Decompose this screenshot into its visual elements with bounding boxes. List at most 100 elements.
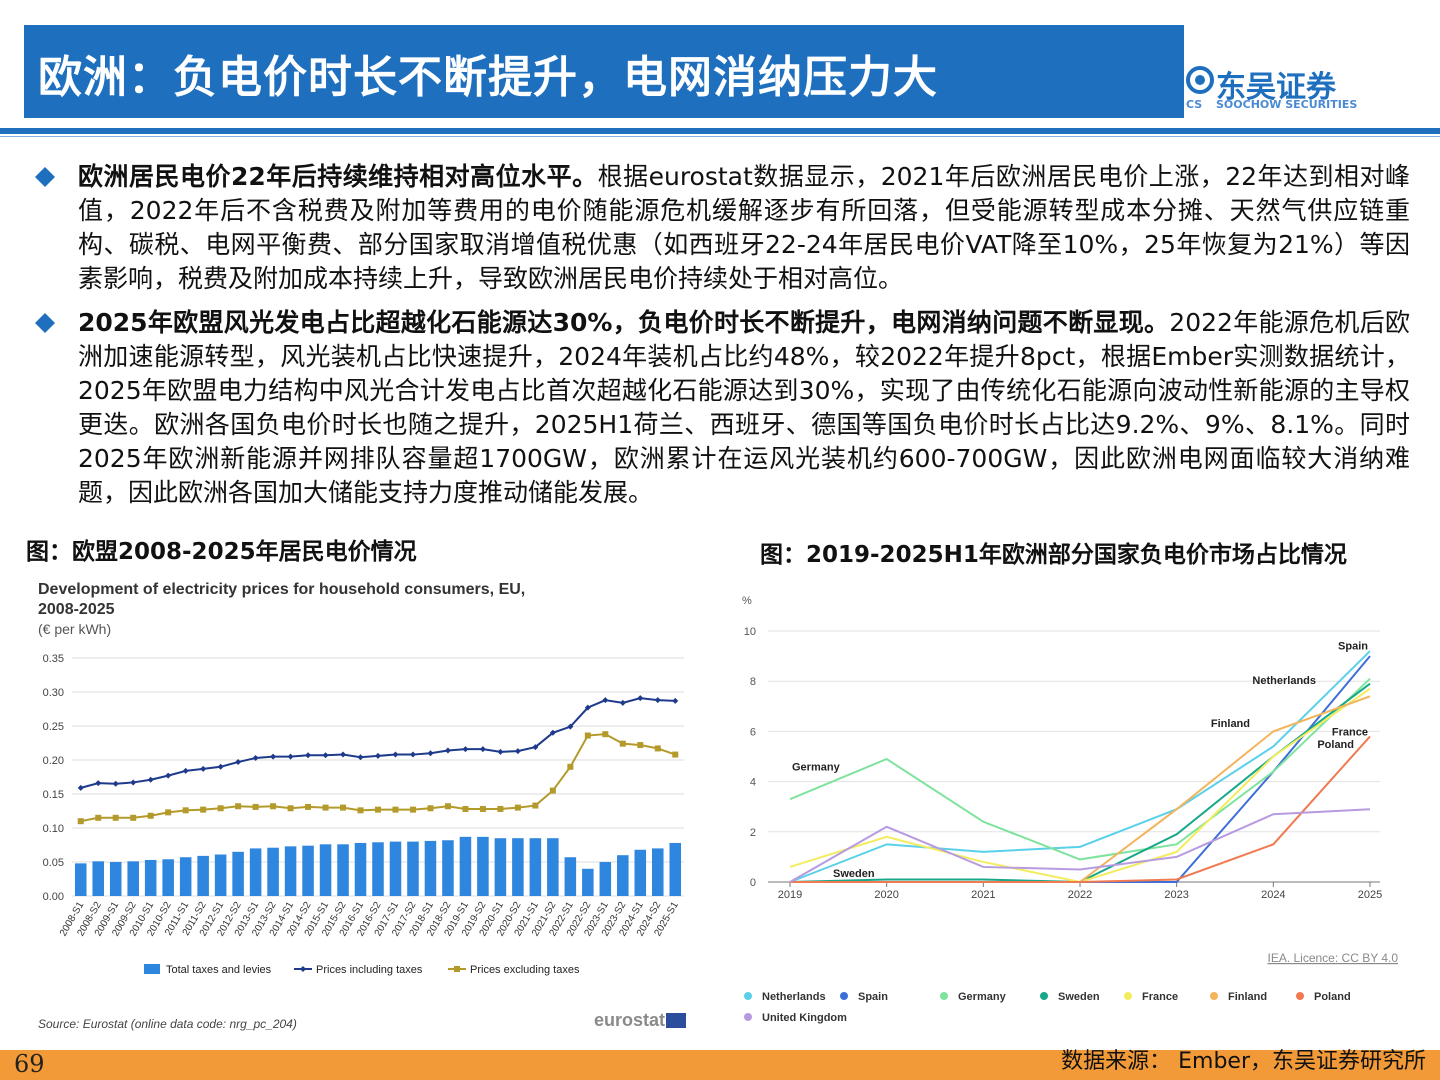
chart-left-grid: 0.00 0.05 0.10 0.15 0.20 0.25 0.30 0.35 [43, 653, 684, 903]
bar-taxes [547, 838, 559, 896]
bar-taxes [494, 838, 507, 896]
point-excl-taxes [375, 806, 381, 813]
bar-taxes [599, 862, 612, 896]
legend-label: Netherlands [762, 991, 826, 1003]
bar-taxes [669, 842, 682, 896]
legend-marker [300, 966, 306, 972]
point-excl-taxes [305, 803, 312, 810]
bullet-2-body: 2025年欧盟风光发电占比超越化石能源达30%，负电价时长不断提升，电网消纳问题… [78, 306, 1410, 510]
point-excl-taxes [77, 818, 84, 825]
chart-left-title-1: Development of electricity prices for ho… [38, 581, 525, 598]
y-tick-label: 4 [750, 777, 756, 789]
x-tick-label: 2025 [1358, 889, 1382, 901]
point-incl-taxes [584, 704, 591, 711]
legend-label: Poland [1314, 991, 1351, 1003]
bar-taxes [267, 847, 279, 896]
y-tick-label: 0.20 [43, 755, 64, 767]
chart-left-title-2: 2008-2025 [38, 601, 115, 618]
series-line-netherlands [789, 650, 1371, 883]
point-incl-taxes [392, 751, 399, 758]
logo-en-text: SOOCHOW SECURITIES [1216, 98, 1358, 111]
legend-swatch [840, 992, 848, 1000]
point-excl-taxes [427, 805, 434, 812]
point-incl-taxes [165, 772, 172, 779]
point-excl-taxes [602, 731, 609, 738]
eurostat-brand: eurostat [594, 1010, 665, 1030]
point-incl-taxes [479, 746, 486, 753]
point-incl-taxes [619, 699, 626, 706]
y-tick-label: 0.00 [43, 891, 64, 903]
page-title: 欧洲：负电价时长不断提升，电网消纳压力大 [38, 52, 938, 103]
legend-swatch [744, 1013, 752, 1021]
chart-right-line-labels: Netherlands Spain Germany Sweden France Finla… [792, 641, 1368, 881]
y-tick-label: 2 [750, 827, 756, 839]
point-excl-taxes [392, 806, 399, 813]
point-incl-taxes [427, 750, 434, 757]
point-incl-taxes [514, 748, 521, 755]
series-line-poland [790, 735, 1371, 883]
line-label-sweden: Sweden [833, 868, 875, 880]
point-excl-taxes [444, 803, 451, 810]
eu-flag-icon [666, 1013, 686, 1028]
bar-taxes [127, 861, 139, 896]
diamond-bullet-icon [35, 313, 55, 333]
point-incl-taxes [77, 784, 84, 791]
eurostat-price-chart: Development of electricity prices for ho… [24, 570, 700, 1040]
line-label-spain: Spain [1338, 641, 1368, 653]
bar-taxes [582, 868, 594, 896]
bar-taxes [92, 861, 104, 896]
chart-left-legend: Total taxes and levies Prices including t… [144, 964, 580, 976]
legend-swatch [940, 992, 948, 1000]
header-divider [0, 128, 1440, 134]
legend-swatch [1210, 992, 1218, 1000]
legend-swatch [1296, 992, 1304, 1000]
x-tick-label: 2021 [971, 889, 995, 901]
point-excl-taxes [672, 751, 679, 758]
y-tick-label: 8 [750, 676, 756, 688]
point-incl-taxes [672, 697, 679, 704]
point-incl-taxes [182, 767, 189, 774]
legend-label: Sweden [1058, 991, 1100, 1003]
line-label-finland: Finland [1211, 718, 1250, 730]
point-excl-taxes [567, 763, 574, 770]
point-incl-taxes [147, 776, 154, 783]
legend-swatch [1124, 992, 1132, 1000]
point-excl-taxes [357, 807, 364, 814]
bar-taxes [144, 859, 157, 896]
bar-taxes [407, 841, 419, 896]
point-excl-taxes [200, 806, 207, 813]
y-tick-label: 0.15 [43, 789, 64, 801]
line-label-netherlands: Netherlands [1252, 675, 1316, 687]
y-tick-label: 10 [744, 626, 756, 638]
point-incl-taxes [235, 759, 242, 766]
point-incl-taxes [340, 751, 347, 758]
company-logo: 东吴证券 CS SOOCHOW SECURITIES [1186, 62, 1426, 118]
point-excl-taxes [235, 803, 242, 810]
point-excl-taxes [619, 740, 626, 747]
legend-label: Prices including taxes [316, 964, 423, 976]
caption-left: 图：欧盟2008-2025年居民电价情况 [26, 539, 417, 565]
point-incl-taxes [200, 765, 207, 772]
legend-label: Prices excluding taxes [470, 964, 580, 976]
negative-price-share-chart: % 0 2 4 6 8 10 2019 2020 2021 2022 2023 2024 2025 Ne… [730, 585, 1420, 1035]
legend-marker [454, 966, 460, 972]
y-tick-label: 0 [750, 877, 756, 889]
bar-taxes [372, 842, 384, 896]
bar-taxes [617, 855, 629, 896]
title-banner: 欧洲：负电价时长不断提升，电网消纳压力大 [24, 25, 1184, 118]
bar-taxes [284, 846, 297, 896]
point-excl-taxes [95, 814, 102, 821]
y-tick-label: 0.30 [43, 687, 64, 699]
caption-right: 图：2019-2025H1年欧洲部分国家负电价市场占比情况 [760, 542, 1347, 568]
point-excl-taxes [409, 806, 416, 813]
y-tick-label: 0.25 [43, 721, 64, 733]
bar-taxes [232, 851, 244, 896]
bar-taxes [302, 845, 314, 896]
point-incl-taxes [357, 754, 364, 761]
line-label-poland: Poland [1317, 739, 1354, 751]
chart-left-lines [77, 695, 679, 825]
bar-taxes [197, 855, 209, 896]
point-excl-taxes [637, 742, 644, 749]
legend-label: United Kingdom [762, 1012, 847, 1024]
logo-mark-text: CS [1186, 98, 1203, 111]
